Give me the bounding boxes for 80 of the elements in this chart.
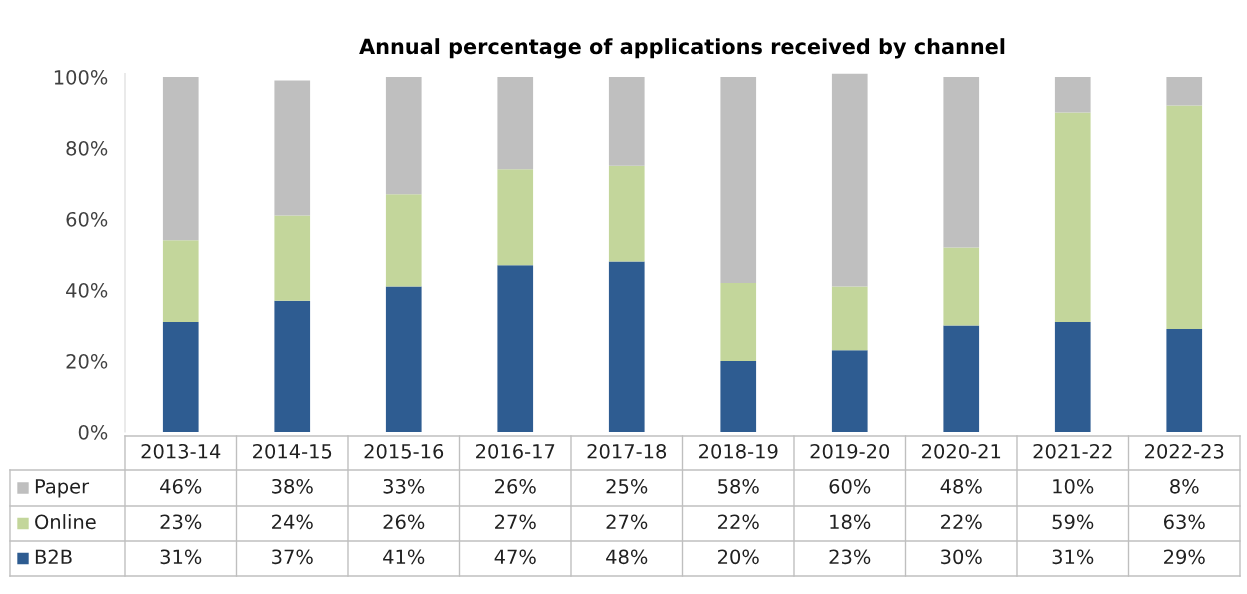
bar: [385, 194, 422, 287]
data-label: 22%: [718, 514, 759, 530]
data-label: 48%: [940, 478, 982, 494]
x-tick-label: 2021-22: [1033, 443, 1112, 459]
bar: [162, 240, 199, 322]
data-label: 30%: [941, 549, 982, 565]
x-tick-label: 2022-23: [1145, 443, 1224, 459]
data-label: 46%: [160, 478, 202, 494]
data-label: 8%: [1170, 478, 1199, 494]
bar: [274, 80, 311, 216]
bar: [274, 215, 311, 301]
bar: [720, 77, 757, 283]
data-label: 23%: [829, 549, 871, 565]
bar: [162, 77, 199, 241]
x-tick-label: 2014-15: [253, 443, 332, 459]
y-tick-label: 0%: [78, 424, 108, 440]
x-tick-label: 2018-19: [699, 443, 778, 459]
data-label: 33%: [383, 478, 425, 494]
data-label: 27%: [606, 514, 648, 530]
data-label: 31%: [1052, 549, 1094, 565]
bar: [943, 325, 980, 432]
legend-label: Online: [35, 514, 96, 530]
bar: [608, 261, 645, 432]
data-label: 48%: [606, 549, 648, 565]
data-label: 10%: [1053, 478, 1094, 494]
bar: [497, 169, 534, 266]
bar: [1054, 77, 1091, 113]
x-tick-label: 2020-21: [922, 443, 1001, 459]
bar: [497, 77, 534, 170]
data-label: 38%: [272, 478, 313, 494]
bar: [274, 300, 311, 432]
bar: [943, 247, 980, 326]
data-label: 22%: [941, 514, 982, 530]
bar: [162, 321, 199, 432]
bar: [1166, 329, 1203, 432]
data-label: 18%: [830, 514, 871, 530]
bar: [608, 165, 645, 262]
bar: [831, 350, 868, 432]
data-label: 58%: [718, 478, 759, 494]
x-tick-label: 2016-17: [476, 443, 555, 459]
x-tick-label: 2015-16: [364, 443, 444, 459]
y-tick-label: 40%: [66, 282, 108, 298]
bar: [831, 286, 868, 351]
bar: [385, 286, 422, 432]
bar: [497, 265, 534, 432]
bar: [1166, 77, 1203, 106]
data-label: 26%: [383, 514, 425, 530]
chart-title: Annual percentage of applications received by channel: [359, 38, 1005, 59]
data-label: 63%: [1164, 514, 1205, 530]
bar: [831, 73, 868, 287]
data-label: 23%: [160, 514, 202, 530]
data-label: 41%: [383, 549, 425, 565]
legend-label: Paper: [35, 479, 90, 498]
data-label: 59%: [1052, 514, 1094, 530]
data-label: 25%: [606, 478, 648, 494]
data-label: 24%: [272, 514, 313, 530]
x-tick-label: 2017-18: [587, 443, 667, 459]
data-label: 26%: [495, 478, 536, 494]
data-label: 60%: [829, 478, 871, 494]
y-tick-label: 100%: [54, 69, 108, 85]
bar: [1054, 112, 1091, 322]
y-tick-label: 20%: [66, 353, 108, 369]
data-label: 29%: [1164, 549, 1205, 565]
bar: [1166, 105, 1203, 330]
x-tick-label: 2019-20: [810, 443, 890, 459]
data-label: 27%: [495, 514, 536, 530]
bar: [720, 282, 757, 361]
bar: [385, 77, 422, 195]
bar: [943, 77, 980, 248]
bar: [608, 77, 645, 166]
x-tick-label: 2013-14: [141, 443, 221, 459]
data-label: 47%: [494, 549, 536, 565]
y-tick-label: 60%: [66, 211, 108, 227]
y-tick-label: 80%: [66, 140, 108, 156]
data-label: 31%: [160, 549, 202, 565]
legend-label: B2B: [35, 549, 72, 564]
data-label: 37%: [272, 549, 313, 565]
data-label: 20%: [718, 549, 759, 565]
bar: [1054, 321, 1091, 432]
bar: [720, 361, 757, 432]
